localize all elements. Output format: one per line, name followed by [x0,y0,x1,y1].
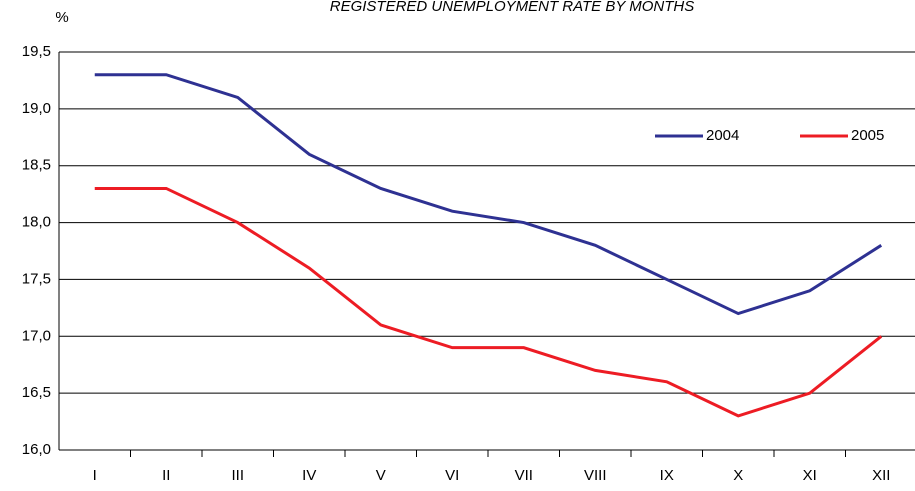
y-tick-label: 19,0 [22,100,51,117]
legend-label: 2005 [851,127,884,144]
y-axis-label: % [55,9,68,26]
chart-title: REGISTERED UNEMPLOYMENT RATE BY MONTHS [330,0,695,15]
x-tick-label: II [162,467,170,484]
y-tick-label: 18,0 [22,214,51,231]
x-tick-label: XII [872,467,890,484]
y-tick-label: 18,5 [22,157,51,174]
y-tick-label: 19,5 [22,43,51,60]
x-tick-label: X [733,467,743,484]
line-series [94,186,883,418]
x-tick-label: VI [445,467,459,484]
y-tick-label: 16,5 [22,384,51,401]
x-tick-label: IV [302,467,316,484]
x-tick-label: IX [660,467,674,484]
x-tick-label: VII [515,467,533,484]
x-tick-label: I [93,467,97,484]
y-tick-label: 16,0 [22,441,51,458]
x-tick-label: V [376,467,386,484]
y-tick-label: 17,0 [22,327,51,344]
y-tick-label: 17,5 [22,270,51,287]
x-tick-label: XI [803,467,817,484]
x-tick-label: VIII [584,467,607,484]
x-tick-label: III [231,467,244,484]
line-series [94,73,883,316]
legend-label: 2004 [706,127,739,144]
